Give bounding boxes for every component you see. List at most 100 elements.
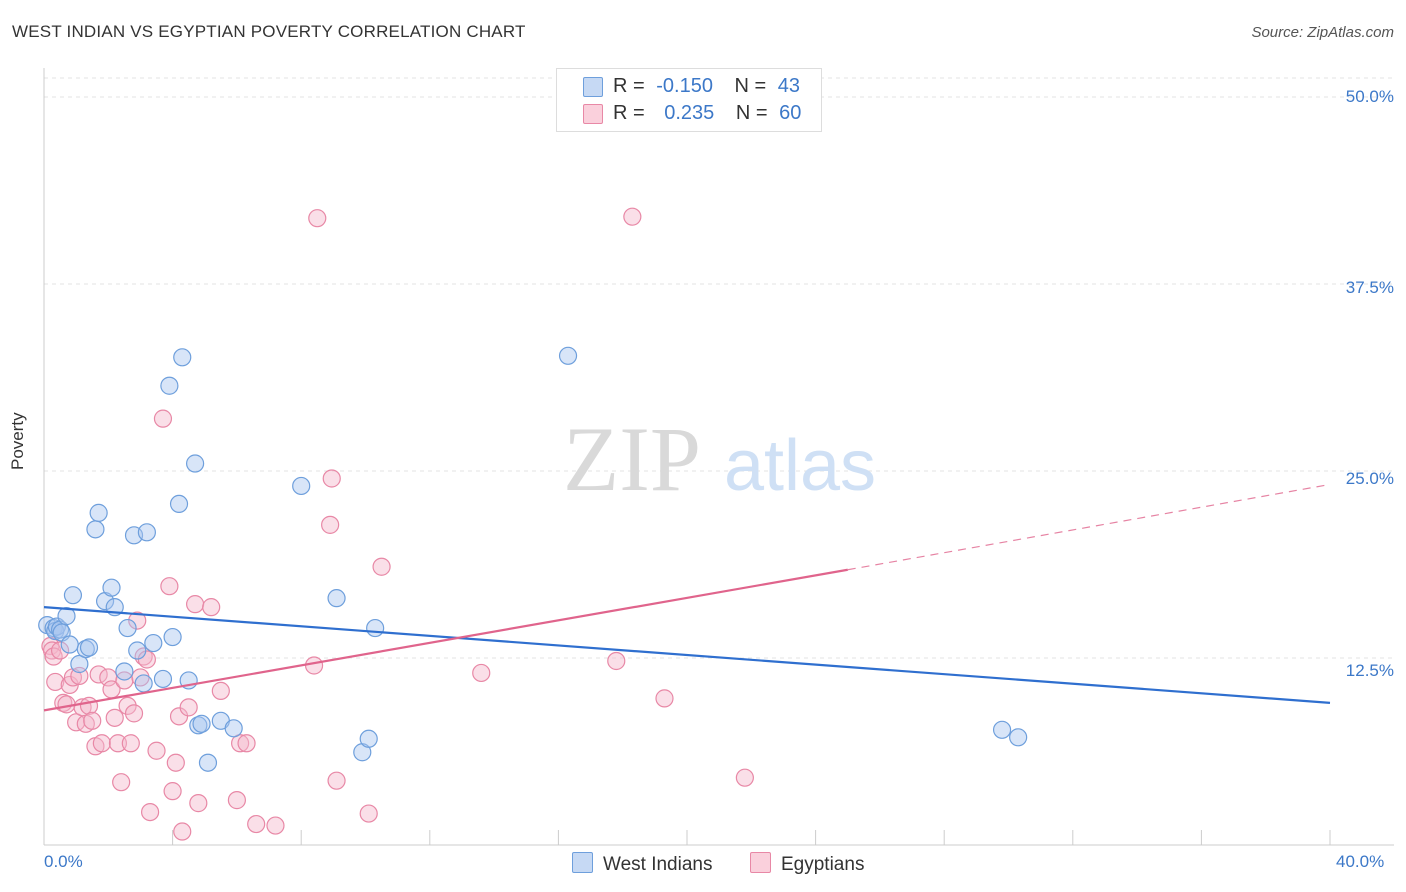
egyptians-trend-line	[43, 568, 848, 712]
egyptian-point	[160, 577, 179, 596]
egyptian-point	[472, 663, 491, 683]
west-indian-point	[173, 348, 192, 367]
y-tick-label: 12.5%	[1345, 661, 1394, 680]
egyptians-points	[41, 207, 754, 841]
west-indian-point	[186, 454, 205, 473]
x-tick-label: 0.0%	[44, 852, 83, 871]
west-indian-point	[118, 618, 137, 638]
watermark-zip: ZIP	[563, 408, 701, 510]
egyptian-point	[308, 209, 327, 228]
west-indian-point	[70, 654, 89, 674]
egyptian-point	[735, 768, 754, 787]
egyptian-point	[202, 598, 221, 617]
egyptian-point	[231, 734, 250, 753]
egyptian-point	[140, 802, 160, 822]
west-indian-point	[60, 635, 79, 654]
west-indian-point	[137, 523, 156, 542]
egyptian-point	[67, 713, 86, 732]
egyptian-point	[237, 734, 256, 753]
west-indian-point	[128, 641, 147, 660]
egyptian-point	[79, 696, 99, 715]
egyptians-trend-extension	[847, 483, 1331, 571]
egyptian-point	[83, 711, 102, 730]
x-tick-label: 40.0%	[1336, 852, 1385, 871]
watermark: ZIP atlas	[563, 408, 876, 510]
egyptian-point	[147, 741, 166, 760]
trend-lines	[43, 483, 1331, 712]
west-indians-trend-line	[43, 606, 1331, 704]
egyptian-point	[173, 822, 192, 841]
gridlines	[44, 77, 1394, 659]
west-indian-point	[86, 520, 105, 539]
egyptian-point	[163, 782, 182, 801]
bottom-legend-west-indians: West Indians	[572, 852, 712, 876]
west-indian-point	[134, 674, 153, 693]
west-indian-point	[359, 729, 378, 748]
egyptian-point	[327, 771, 346, 790]
legend-r-value: 0.235	[664, 102, 715, 124]
west-indian-point	[992, 720, 1012, 739]
legend-n-value: 60	[779, 102, 802, 124]
west-indian-point	[224, 719, 243, 738]
west-indian-point	[558, 346, 578, 365]
legend-n-value: 43	[777, 75, 801, 97]
bottom-legend-swatch-blue	[572, 852, 593, 873]
watermark-atlas: atlas	[724, 426, 876, 506]
egyptian-point	[607, 651, 626, 671]
west-indian-point	[160, 376, 179, 395]
bottom-legend-label: West Indians	[603, 854, 713, 875]
west-indians-points	[38, 346, 1028, 772]
egyptian-point	[50, 641, 70, 660]
legend-n-label: N =	[734, 75, 767, 97]
egyptian-point	[227, 791, 246, 810]
west-indian-point	[198, 753, 218, 772]
egyptian-point	[186, 595, 205, 614]
egyptian-point	[189, 794, 208, 813]
egyptian-point	[322, 469, 341, 488]
chart-title: WEST INDIAN VS EGYPTIAN POVERTY CORRELAT…	[12, 22, 526, 41]
egyptian-point	[105, 708, 124, 727]
legend-swatch-pink	[583, 104, 603, 124]
egyptian-point	[359, 804, 378, 823]
west-indian-point	[153, 669, 173, 689]
bottom-legend-label: Egyptians	[781, 854, 865, 875]
legend-n-label: N =	[735, 102, 768, 124]
bottom-legend-swatch-pink	[750, 852, 771, 873]
legend-r-value: -0.150	[656, 75, 713, 97]
west-indian-point	[79, 638, 99, 657]
correlation-legend: R = -0.150 N = 43 R = 0.235 N = 60	[556, 68, 822, 132]
west-indian-point	[163, 627, 182, 647]
egyptian-point	[321, 515, 340, 534]
egyptian-point	[266, 816, 285, 835]
west-indian-point	[144, 633, 163, 653]
y-tick-label: 37.5%	[1345, 278, 1394, 297]
y-axis-label: Poverty	[8, 412, 27, 470]
egyptian-point	[118, 696, 137, 715]
axes	[43, 68, 1394, 846]
west-indian-point	[292, 476, 311, 496]
egyptian-point	[655, 689, 674, 708]
egyptian-point	[304, 656, 324, 675]
egyptian-point	[623, 207, 642, 226]
egyptian-point	[128, 611, 147, 630]
egyptian-point	[372, 557, 391, 576]
source-label: Source: ZipAtlas.com	[1251, 24, 1394, 41]
west-indian-point	[1009, 728, 1028, 747]
west-indian-point	[89, 503, 108, 522]
legend-r-label: R =	[613, 102, 645, 124]
egyptian-point	[247, 814, 266, 834]
egyptian-point	[166, 753, 185, 772]
legend-swatch-blue	[583, 77, 603, 97]
west-indian-point	[115, 662, 134, 681]
bottom-legend-egyptians: Egyptians	[750, 852, 864, 876]
egyptian-point	[92, 734, 111, 753]
legend-r-label: R =	[613, 75, 645, 97]
west-indian-point	[327, 589, 346, 608]
y-tick-label: 50.0%	[1345, 87, 1394, 106]
egyptian-point	[211, 681, 230, 701]
egyptian-point	[179, 698, 198, 717]
west-indian-point	[57, 607, 76, 626]
west-indian-point	[63, 586, 83, 605]
west-indian-point	[192, 714, 211, 733]
